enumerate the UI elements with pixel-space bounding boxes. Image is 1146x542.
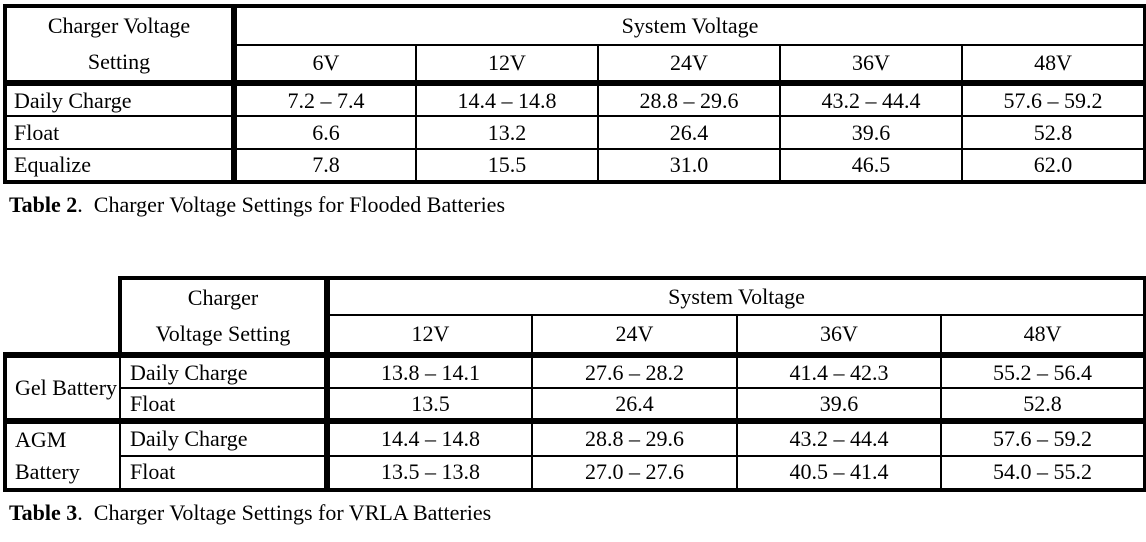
table2-header-row-1: Charger Voltage Setting System Voltage bbox=[4, 5, 1146, 84]
table-cell: 26.4 bbox=[597, 115, 781, 150]
table-cell: 13.5 bbox=[326, 387, 533, 424]
table2-caption-text: . Charger Voltage Settings for Flooded B… bbox=[77, 192, 506, 217]
table-cell: 14.4 – 14.8 bbox=[415, 82, 599, 117]
table3-group-header: System Voltage bbox=[325, 276, 1146, 316]
table3-caption-label: Table 3 bbox=[9, 500, 78, 525]
table3-empty-corner bbox=[5, 278, 120, 355]
table2-header-row-2: 6V 12V 24V 36V 48V bbox=[5, 43, 1146, 84]
table3-header: Charger Voltage Setting System Voltage 1… bbox=[5, 276, 1146, 357]
table-cell: 13.2 bbox=[415, 115, 599, 150]
table2-column-header-12v: 12V bbox=[415, 43, 599, 84]
table-cell: 57.6 – 59.2 bbox=[939, 420, 1146, 457]
table-cell: 14.4 – 14.8 bbox=[326, 420, 533, 457]
row-label: Daily Charge bbox=[4, 82, 237, 117]
table-row-gel-float: Float 13.5 26.4 39.6 52.8 bbox=[5, 387, 1146, 424]
table2-caption-label: Table 2 bbox=[9, 192, 78, 217]
table3-body: Gel Battery Daily Charge 13.8 – 14.1 27.… bbox=[3, 354, 1146, 492]
corner-header-line: Voltage Setting bbox=[155, 321, 291, 346]
table-cell: 41.4 – 42.3 bbox=[736, 354, 942, 389]
table3-column-header-12v: 12V bbox=[326, 313, 533, 357]
table-row-equalize: Equalize 7.8 15.5 31.0 46.5 62.0 bbox=[4, 148, 1146, 183]
battery-type-label: Gel Battery bbox=[3, 354, 121, 424]
row-label: Float bbox=[119, 387, 330, 424]
table-row-float: Float 6.6 13.2 26.4 39.6 52.8 bbox=[4, 115, 1146, 150]
table2-caption: Table 2. Charger Voltage Settings for Fl… bbox=[9, 192, 1146, 218]
table-cell: 27.0 – 27.6 bbox=[531, 454, 738, 492]
row-label: Daily Charge bbox=[119, 354, 330, 389]
table-cell: 54.0 – 55.2 bbox=[939, 454, 1146, 492]
table-row-daily-charge: Daily Charge 7.2 – 7.4 14.4 – 14.8 28.8 … bbox=[4, 82, 1146, 117]
table-cell: 6.6 bbox=[233, 115, 417, 150]
table3-corner-header: Charger Voltage Setting bbox=[118, 276, 330, 356]
table-row-gel-daily-charge: Gel Battery Daily Charge 13.8 – 14.1 27.… bbox=[3, 354, 1146, 424]
table3-header-row-1: Charger Voltage Setting System Voltage bbox=[5, 276, 1146, 356]
table-cell: 46.5 bbox=[779, 148, 963, 183]
table-cell: 28.8 – 29.6 bbox=[597, 82, 781, 117]
table-cell: 13.8 – 14.1 bbox=[326, 354, 533, 389]
table3-caption: Table 3. Charger Voltage Settings for VR… bbox=[9, 500, 1146, 526]
table-cell: 55.2 – 56.4 bbox=[939, 354, 1146, 389]
table-cell: 62.0 bbox=[960, 148, 1146, 183]
table-cell: 40.5 – 41.4 bbox=[736, 454, 942, 492]
table-cell: 31.0 bbox=[597, 148, 781, 183]
corner-header-line: Charger Voltage bbox=[47, 13, 191, 38]
corner-header-line: Charger bbox=[187, 285, 259, 310]
row-label: Equalize bbox=[4, 148, 237, 183]
table-cell: 28.8 – 29.6 bbox=[531, 420, 738, 457]
table-cell: 43.2 – 44.4 bbox=[779, 82, 963, 117]
document-page: Charger Voltage Setting System Voltage 6… bbox=[3, 4, 1146, 526]
table2-corner-header: Charger Voltage Setting bbox=[4, 5, 237, 84]
table-cell: 26.4 bbox=[531, 387, 738, 424]
table2-header: Charger Voltage Setting System Voltage 6… bbox=[4, 5, 1146, 84]
table2-column-header-6v: 6V bbox=[233, 43, 417, 84]
table-cell: 43.2 – 44.4 bbox=[736, 420, 942, 457]
table3-header-row-2: 12V 24V 36V 48V bbox=[5, 313, 1146, 357]
table-row-agm-daily-charge: AGM Battery Daily Charge 14.4 – 14.8 28.… bbox=[3, 420, 1146, 492]
table3-caption-text: . Charger Voltage Settings for VRLA Batt… bbox=[77, 500, 492, 525]
table2-column-header-48v: 48V bbox=[960, 43, 1146, 84]
corner-header-line: Setting bbox=[87, 49, 151, 74]
table2-column-header-24v: 24V bbox=[597, 43, 781, 84]
battery-type-label: AGM Battery bbox=[3, 420, 121, 492]
table-cell: 52.8 bbox=[960, 115, 1146, 150]
table3-column-header-36v: 36V bbox=[736, 313, 942, 357]
table3-column-header-24v: 24V bbox=[531, 313, 738, 357]
row-label: Daily Charge bbox=[119, 420, 330, 457]
vrla-batteries-table: Charger Voltage Setting System Voltage 1… bbox=[3, 276, 1146, 492]
flooded-batteries-table: Charger Voltage Setting System Voltage 6… bbox=[3, 4, 1146, 184]
row-label: Float bbox=[119, 454, 330, 492]
table-cell: 15.5 bbox=[415, 148, 599, 183]
table-cell: 27.6 – 28.2 bbox=[531, 354, 738, 389]
table-cell: 57.6 – 59.2 bbox=[960, 82, 1146, 117]
table2-body: Daily Charge 7.2 – 7.4 14.4 – 14.8 28.8 … bbox=[4, 82, 1146, 183]
table-cell: 39.6 bbox=[779, 115, 963, 150]
table3-column-header-48v: 48V bbox=[939, 313, 1146, 357]
table-cell: 13.5 – 13.8 bbox=[326, 454, 533, 492]
table-row-agm-float: Float 13.5 – 13.8 27.0 – 27.6 40.5 – 41.… bbox=[5, 454, 1146, 492]
table-cell: 7.8 bbox=[233, 148, 417, 183]
table-cell: 7.2 – 7.4 bbox=[233, 82, 417, 117]
table-cell: 52.8 bbox=[939, 387, 1146, 424]
row-label: Float bbox=[4, 115, 237, 150]
table2-group-header: System Voltage bbox=[232, 5, 1146, 46]
table2-column-header-36v: 36V bbox=[779, 43, 963, 84]
table-cell: 39.6 bbox=[736, 387, 942, 424]
